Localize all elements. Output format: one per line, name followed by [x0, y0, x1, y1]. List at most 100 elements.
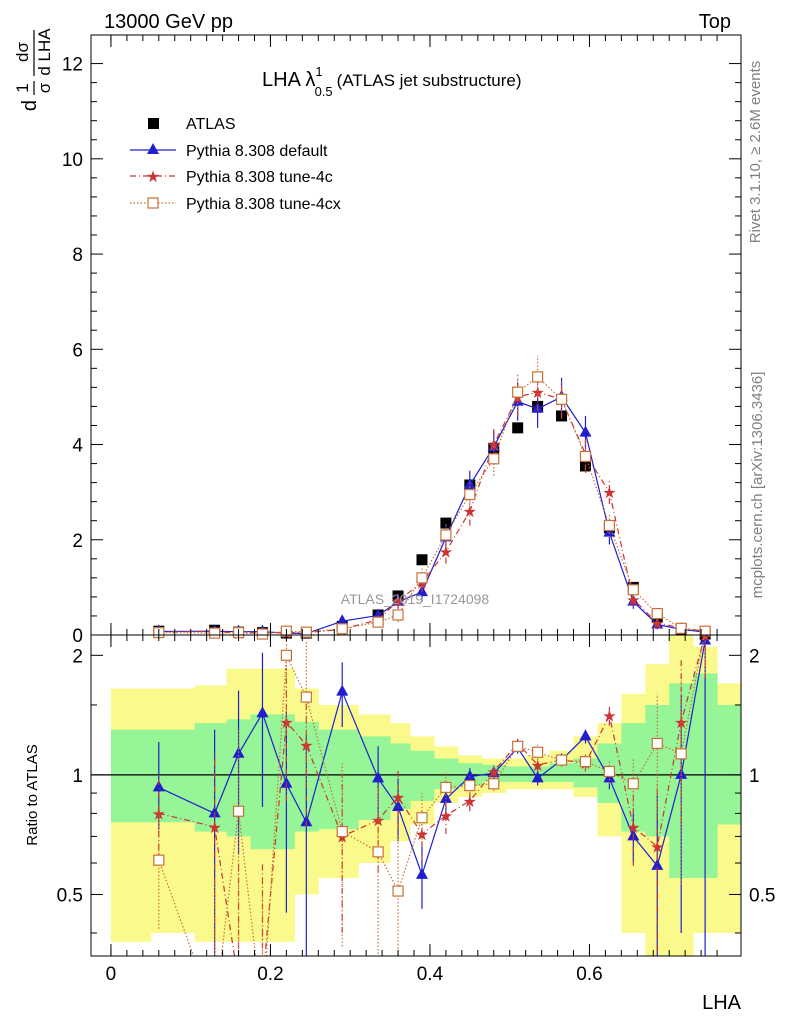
ratio-y-tick-label: 1 — [72, 766, 83, 787]
ratio-pythia-8-308-tune-4c-point: ★ — [698, 628, 712, 645]
uncertainty-band-green — [549, 763, 575, 782]
svg-text:σ: σ — [35, 82, 54, 93]
pythia-8-308-tune-4cx-point — [392, 609, 404, 621]
uncertainty-band-green — [390, 743, 411, 810]
pythia-8-308-tune-4cx-point — [256, 628, 269, 640]
main-y-tick-label: 6 — [72, 340, 83, 361]
pythia-8-308-tune-4cx-point — [532, 371, 544, 383]
svg-text:Pythia 8.308 tune-4cx: Pythia 8.308 tune-4cx — [186, 196, 341, 213]
watermark: ATLAS_2019_I1724098 — [341, 591, 490, 607]
ratio-pythia-8-308-tune-4c-point: ★ — [439, 809, 453, 826]
pythia-8-308-tune-4c-point: ★ — [463, 504, 477, 521]
pythia-8-308-tune-4cx-point — [440, 529, 452, 541]
ratio-pythia-8-308-tune-4cx-point — [532, 746, 544, 758]
pythia-8-308-tune-4cx-point — [372, 616, 384, 628]
x-axis-label: LHA — [702, 992, 742, 1014]
pythia-8-308-tune-4c-point: ★ — [650, 616, 664, 633]
uncertainty-band-green — [170, 729, 196, 823]
ratio-pythia-8-308-default-point — [439, 791, 452, 803]
main-y-tick-label: 10 — [62, 150, 83, 171]
ratio-pythia-8-308-default-point — [208, 806, 221, 818]
ratio-pythia-8-308-tune-4cx-point — [153, 854, 165, 866]
pythia-8-308-tune-4cx-point — [651, 607, 663, 620]
ratio-pythia-8-308-default-point — [415, 867, 428, 879]
svg-text:★: ★ — [146, 169, 160, 186]
header-left: 13000 GeV pp — [104, 11, 233, 33]
ratio-y-tick-label-right: 0.5 — [749, 885, 775, 906]
pythia-8-308-tune-4c-point: ★ — [391, 594, 405, 611]
ratio-pythia-8-308-default-point — [256, 706, 269, 718]
svg-text:Pythia 8.308 default: Pythia 8.308 default — [186, 143, 328, 160]
ratio-y-tick-label: 2 — [72, 646, 83, 667]
ratio-pythia-8-308-tune-4cx-point — [232, 805, 245, 817]
ratio-pythia-8-308-default-point — [300, 815, 313, 827]
pythia-8-308-tune-4cx-point — [416, 572, 428, 584]
pythia-8-308-tune-4cx-point — [336, 623, 348, 635]
ratio-pythia-8-308-tune-4c-point: ★ — [391, 790, 405, 807]
pythia-8-308-tune-4cx-point — [627, 584, 639, 596]
svg-text:ATLAS: ATLAS — [186, 116, 236, 133]
ratio-pythia-8-308-tune-4cx-point — [488, 778, 500, 790]
ratio-pythia-8-308-tune-4cx-point — [603, 765, 616, 778]
ratio-y-tick-label: 0.5 — [57, 885, 83, 906]
legend-item-pythia-tune-4cx: Pythia 8.308 tune-4cx — [130, 196, 341, 213]
uncertainty-band-green — [358, 736, 391, 820]
pythia-8-308-tune-4cx-point — [300, 626, 312, 638]
ratio-y-tick-label-right: 1 — [749, 766, 760, 787]
pythia-8-308-tune-4c-point: ★ — [602, 485, 616, 502]
ratio-pythia-8-308-tune-4cx-point — [392, 885, 404, 897]
svg-text:d LHA: d LHA — [35, 28, 54, 76]
ratio-pythia-8-308-default-point — [699, 635, 712, 645]
svg-text:dσ: dσ — [13, 42, 32, 62]
ratio-pythia-8-308-tune-4c: ★★★★★★★★★★★★★★★★★★★★ — [152, 628, 712, 956]
pythia-8-308-tune-4cx-point — [603, 519, 616, 532]
ratio-pythia-8-308-tune-4cx-point — [280, 649, 292, 661]
pythia-8-308-tune-4cx-point — [579, 450, 592, 463]
ratio-pythia-8-308-tune-4cx-point — [372, 846, 384, 858]
legend-item-pythia-tune-4c: ★ Pythia 8.308 tune-4c — [130, 169, 333, 186]
ratio-pythia-8-308-tune-4cx-line — [158, 635, 705, 956]
uncertainty-band-green — [717, 704, 742, 825]
atlas-point — [440, 517, 452, 529]
pythia-8-308-tune-4cx-point — [488, 453, 500, 465]
pythia-8-308-tune-4cx-point — [555, 393, 568, 405]
atlas-point — [416, 554, 428, 566]
ratio-pythia-8-308-tune-4c-line — [158, 635, 706, 956]
ratio-pythia-8-308-default-point — [531, 771, 544, 783]
ratio-pythia-8-308-tune-4c-point: ★ — [602, 709, 616, 726]
uncertainty-band-green — [110, 729, 152, 823]
ratio-pythia-8-308-tune-4c-point: ★ — [650, 840, 664, 857]
ratio-pythia-8-308-tune-4cx-point — [464, 779, 476, 792]
pythia-8-308-tune-4c-point: ★ — [626, 592, 640, 609]
plot-title: LHA λ1 0.5(ATLAS jet substructure) — [262, 64, 522, 99]
ratio-y-axis-label: Ratio to ATLAS — [24, 744, 41, 845]
ratio-pythia-8-308-tune-4cx-point — [555, 754, 568, 766]
ratio-pythia-8-308-default-point — [336, 684, 349, 696]
ratio-pythia-8-308-tune-4c-point: ★ — [371, 813, 385, 830]
pythia-8-308-tune-4c-line — [158, 391, 706, 634]
ratio-pythia-8-308-tune-4cx-point — [440, 781, 452, 794]
series-pythia-8-308-tune-4cx — [153, 355, 711, 640]
main-y-tick-label: 4 — [72, 436, 83, 457]
ratio-pythia-8-308-tune-4cx-point — [627, 778, 639, 790]
legend: ATLAS Pythia 8.308 default ★ Pythia 8.30… — [130, 116, 341, 213]
ratio-series-group: ★★★★★★★★★★★★★★★★★★★★ — [152, 628, 712, 956]
pythia-8-308-tune-4cx-point — [675, 622, 687, 634]
uncertainty-band-green — [410, 750, 435, 801]
ratio-pythia-8-308-tune-4cx-point — [675, 748, 687, 760]
ratio-pythia-8-308-default-point — [463, 769, 476, 781]
ratio-pythia-8-308-default-line — [158, 640, 706, 877]
ratio-pythia-8-308-tune-4cx-point — [651, 737, 663, 750]
ratio-frame — [90, 634, 742, 957]
ratio-pythia-8-308-default-point — [152, 780, 165, 792]
ratio-pythia-8-308-tune-4c-point: ★ — [530, 758, 544, 775]
svg-text:d: d — [19, 100, 41, 111]
header-right: Top — [699, 11, 731, 33]
ratio-pythia-8-308-default-point — [579, 729, 592, 741]
ratio-pythia-8-308-tune-4c-point: ★ — [299, 738, 313, 755]
main-y-tick-label: 2 — [72, 531, 83, 552]
x-tick-label: 0.6 — [576, 964, 602, 985]
ratio-pythia-8-308-default-point — [372, 771, 385, 783]
